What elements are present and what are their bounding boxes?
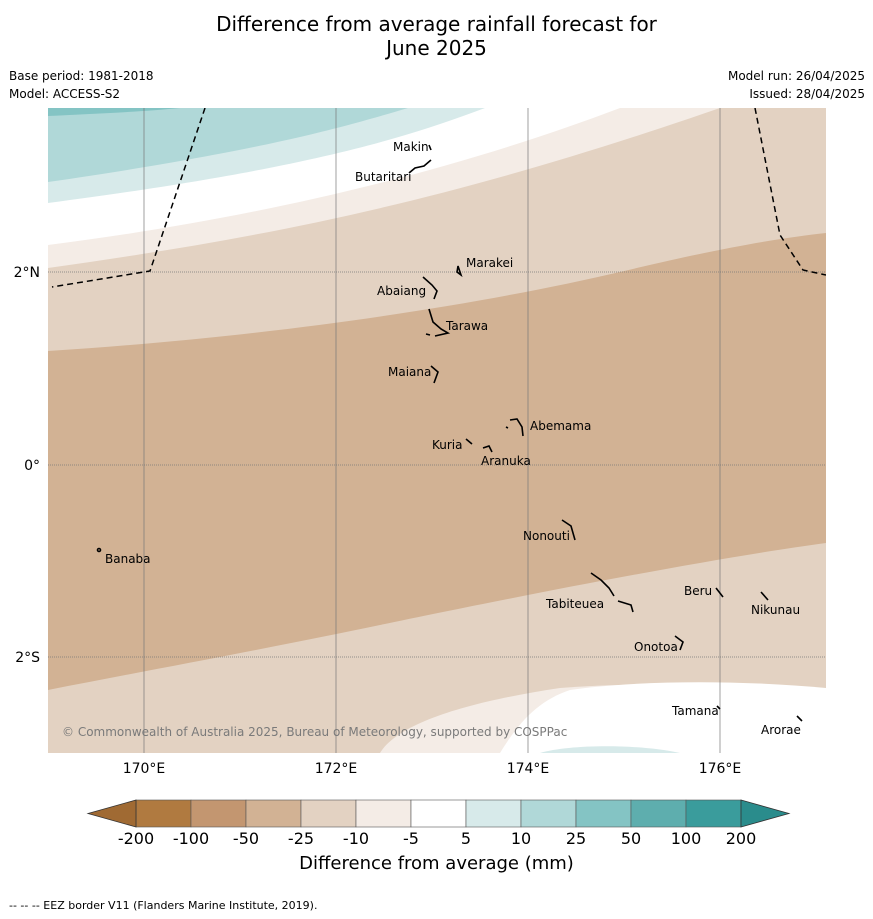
label-onotoa: Onotoa xyxy=(634,640,678,654)
label-nikunau: Nikunau xyxy=(751,603,800,617)
model-name: Model: ACCESS-S2 xyxy=(9,87,121,101)
label-banaba: Banaba xyxy=(105,552,151,566)
colorbar xyxy=(86,799,791,828)
colorbar-tick-label: 50 xyxy=(620,829,642,848)
lat-label-2n: 2°N xyxy=(14,265,40,281)
axis-labels: 170°E 172°E 174°E 176°E 2°N 0° 2°S xyxy=(14,265,742,777)
band-wet-south xyxy=(540,746,680,753)
island-butaritari xyxy=(408,159,432,174)
label-marakei: Marakei xyxy=(466,256,513,270)
colorbar-bin-7 xyxy=(520,799,577,828)
meta-right: Model run: 26/04/2025 Issued: 28/04/2025 xyxy=(728,67,865,103)
island-arorae xyxy=(796,715,803,722)
colorbar-tick-label: -25 xyxy=(287,829,315,848)
island-tamana xyxy=(716,705,721,710)
colorbar-tick-label: 200 xyxy=(725,829,757,848)
base-period: Base period: 1981-2018 xyxy=(9,69,154,83)
colorbar-tick-label: 100 xyxy=(670,829,702,848)
lon-label-172: 172°E xyxy=(315,761,358,777)
colorbar-bin-4 xyxy=(355,799,412,828)
colorbar-bin-1 xyxy=(190,799,247,828)
colorbar-title: Difference from average (mm) xyxy=(299,853,574,874)
colorbar-bin-10 xyxy=(685,799,742,828)
colorbar-tick-label: -5 xyxy=(403,829,419,848)
island-abemama xyxy=(505,418,524,437)
lat-label-2s: 2°S xyxy=(15,650,40,666)
lon-label-170: 170°E xyxy=(123,761,166,777)
eez-border xyxy=(51,108,826,288)
label-abemama: Abemama xyxy=(530,419,591,433)
band-dry-25-50 xyxy=(48,233,826,690)
colorbar-bin-5 xyxy=(410,799,467,828)
island-nonouti xyxy=(561,519,576,541)
colorbar-low-extend xyxy=(86,799,137,828)
colorbar-tick-label: 25 xyxy=(565,829,587,848)
island-tarawa xyxy=(425,308,451,337)
forecast-bands: Makin Butaritari Marakei Abaiang Tarawa … xyxy=(48,108,826,753)
label-butaritari: Butaritari xyxy=(355,170,412,184)
label-beru: Beru xyxy=(684,584,712,598)
colorbar-bin-9 xyxy=(630,799,687,828)
island-banaba xyxy=(96,547,102,553)
island-nikunau xyxy=(760,591,769,601)
lon-label-174: 174°E xyxy=(507,761,550,777)
colorbar-bin-6 xyxy=(465,799,522,828)
map-title: Difference from average rainfall forecas… xyxy=(0,12,873,60)
island-marakei xyxy=(456,265,463,278)
island-kuria xyxy=(465,438,473,445)
island-tabiteuea xyxy=(590,572,634,613)
label-tamana: Tamana xyxy=(671,704,719,718)
label-makin: Makin xyxy=(393,140,429,154)
label-tarawa: Tarawa xyxy=(445,319,488,333)
colorbar-bin-0 xyxy=(135,799,192,828)
colorbar-high-extend xyxy=(740,799,791,828)
colorbar-tick-label: 10 xyxy=(510,829,532,848)
lat-label-0: 0° xyxy=(24,458,40,474)
label-maiana: Maiana xyxy=(388,365,431,379)
lon-label-176: 176°E xyxy=(699,761,742,777)
title-line-2: June 2025 xyxy=(386,36,487,60)
label-nonouti: Nonouti xyxy=(523,529,570,543)
label-abaiang: Abaiang xyxy=(377,284,426,298)
colorbar-tick-label: -100 xyxy=(172,829,210,848)
label-kuria: Kuria xyxy=(432,438,463,452)
label-aranuka: Aranuka xyxy=(481,454,531,468)
islands xyxy=(96,144,803,722)
issued-date: Issued: 28/04/2025 xyxy=(749,87,865,101)
model-run: Model run: 26/04/2025 xyxy=(727,69,865,83)
label-arorae: Arorae xyxy=(761,723,801,737)
band-wet-10-25 xyxy=(48,108,408,182)
place-labels: Makin Butaritari Marakei Abaiang Tarawa … xyxy=(105,140,801,737)
colorbar-tick-label: -10 xyxy=(342,829,370,848)
colorbar-bin-3 xyxy=(300,799,357,828)
colorbar-tick-label: -50 xyxy=(232,829,260,848)
island-onotoa xyxy=(674,635,684,651)
meta-left: Base period: 1981-2018 Model: ACCESS-S2 xyxy=(9,67,154,103)
copyright-notice: © Commonwealth of Australia 2025, Bureau… xyxy=(62,725,567,739)
colorbar-tick-label: -200 xyxy=(117,829,155,848)
gridlines xyxy=(48,108,826,753)
colorbar-bin-8 xyxy=(575,799,632,828)
eez-footnote: -- -- -- EEZ border V11 (Flanders Marine… xyxy=(9,899,318,912)
island-abaiang xyxy=(422,276,438,300)
island-aranuka xyxy=(482,445,493,453)
band-wet-25-50 xyxy=(48,108,180,116)
band-neutral-south xyxy=(500,682,826,753)
colorbar-tick-label: 5 xyxy=(460,829,472,848)
colorbar-bin-2 xyxy=(245,799,302,828)
title-line-1: Difference from average rainfall forecas… xyxy=(216,12,657,36)
island-makin xyxy=(428,144,432,151)
island-beru xyxy=(715,587,724,598)
label-tabiteuea: Tabiteuea xyxy=(545,597,604,611)
island-maiana xyxy=(430,365,439,384)
